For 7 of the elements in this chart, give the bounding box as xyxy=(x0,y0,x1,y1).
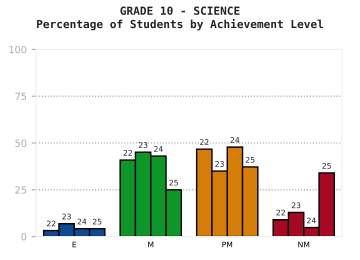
y-tick-label: 50 xyxy=(15,139,26,147)
y-tick-label: 100 xyxy=(9,46,26,54)
chart-title: GRADE 10 - SCIENCE xyxy=(120,6,240,15)
y-tick-label: 75 xyxy=(15,92,26,100)
y-tick-label: 25 xyxy=(15,186,26,194)
y-tick-label: 0 xyxy=(21,233,26,240)
chart-subtitle: Percentage of Students by Achievement Level xyxy=(37,19,324,30)
